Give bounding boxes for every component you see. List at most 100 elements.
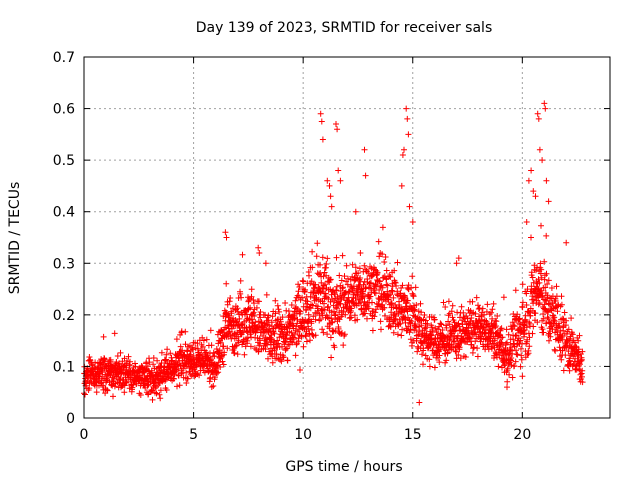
data-point (255, 244, 262, 251)
data-point (565, 326, 572, 333)
data-point (431, 364, 438, 371)
data-point (221, 349, 228, 356)
data-point (390, 294, 397, 301)
data-point (534, 110, 541, 117)
data-point (309, 248, 316, 255)
data-point (376, 278, 383, 285)
data-point (509, 374, 516, 381)
data-point (401, 146, 407, 153)
data-point (305, 325, 312, 332)
data-point (460, 335, 467, 342)
data-point (325, 303, 332, 310)
data-point (262, 346, 269, 353)
data-point (272, 310, 279, 317)
data-point (288, 302, 295, 308)
data-point (563, 317, 570, 324)
data-point (322, 281, 329, 288)
data-point (371, 313, 378, 320)
data-point (403, 105, 410, 112)
data-point (388, 300, 395, 307)
data-point (407, 326, 414, 333)
data-point (493, 318, 500, 325)
data-point (144, 382, 151, 389)
data-point (545, 315, 552, 322)
data-point (381, 304, 388, 311)
data-point (125, 353, 132, 360)
data-point (448, 308, 455, 315)
data-point (490, 340, 497, 347)
data-point (561, 309, 568, 316)
data-point (394, 331, 401, 338)
y-tick-label: 0.2 (53, 308, 75, 324)
data-point (394, 288, 401, 295)
data-point (257, 309, 264, 315)
data-point (340, 342, 347, 349)
data-point (496, 331, 502, 338)
data-point (223, 234, 230, 241)
data-point (215, 350, 222, 357)
data-point (312, 281, 319, 288)
data-point (505, 352, 512, 358)
data-point (306, 304, 313, 311)
data-point (536, 146, 543, 153)
data-point (569, 331, 576, 338)
data-point (93, 378, 100, 385)
data-point (250, 309, 257, 316)
data-point (488, 309, 495, 316)
data-point (318, 118, 325, 125)
data-point (333, 287, 340, 294)
data-point (578, 356, 585, 363)
y-tick-label: 0 (66, 411, 75, 427)
data-point (405, 131, 412, 138)
data-point (177, 343, 184, 350)
data-point (530, 323, 537, 330)
data-point (374, 269, 381, 276)
data-point (220, 343, 227, 350)
data-point (558, 356, 565, 363)
data-point (310, 313, 317, 320)
data-point (282, 338, 289, 345)
data-point (402, 293, 408, 300)
data-point (424, 320, 431, 327)
data-point (540, 311, 547, 317)
data-point (101, 358, 108, 365)
data-point (234, 351, 241, 358)
data-point (158, 349, 165, 356)
data-point (117, 349, 124, 356)
data-point (302, 286, 308, 293)
data-point (537, 260, 544, 267)
data-point (426, 356, 433, 363)
data-point (308, 278, 315, 285)
data-point (559, 315, 566, 322)
data-point (324, 331, 331, 338)
data-point (211, 353, 218, 359)
data-point (357, 250, 364, 256)
data-point (228, 325, 235, 332)
data-point (444, 349, 451, 356)
data-point (529, 330, 536, 337)
data-point (548, 285, 555, 291)
data-point (504, 365, 511, 372)
data-point (365, 305, 372, 312)
data-point (497, 339, 504, 345)
data-point (576, 366, 583, 373)
data-point (361, 262, 368, 269)
data-point (319, 136, 326, 143)
data-point (453, 348, 460, 355)
data-point (419, 351, 425, 358)
data-point (296, 307, 303, 314)
data-point (142, 367, 149, 374)
data-point (566, 367, 573, 374)
data-point (345, 275, 351, 282)
data-point (483, 318, 490, 325)
data-point (504, 378, 511, 385)
data-point (486, 311, 493, 318)
data-point (537, 289, 543, 295)
data-point (460, 314, 467, 321)
data-point (398, 285, 405, 291)
data-point (129, 384, 136, 391)
data-point (332, 311, 339, 318)
data-point (324, 255, 331, 262)
data-point (423, 324, 430, 331)
data-point (414, 348, 421, 355)
